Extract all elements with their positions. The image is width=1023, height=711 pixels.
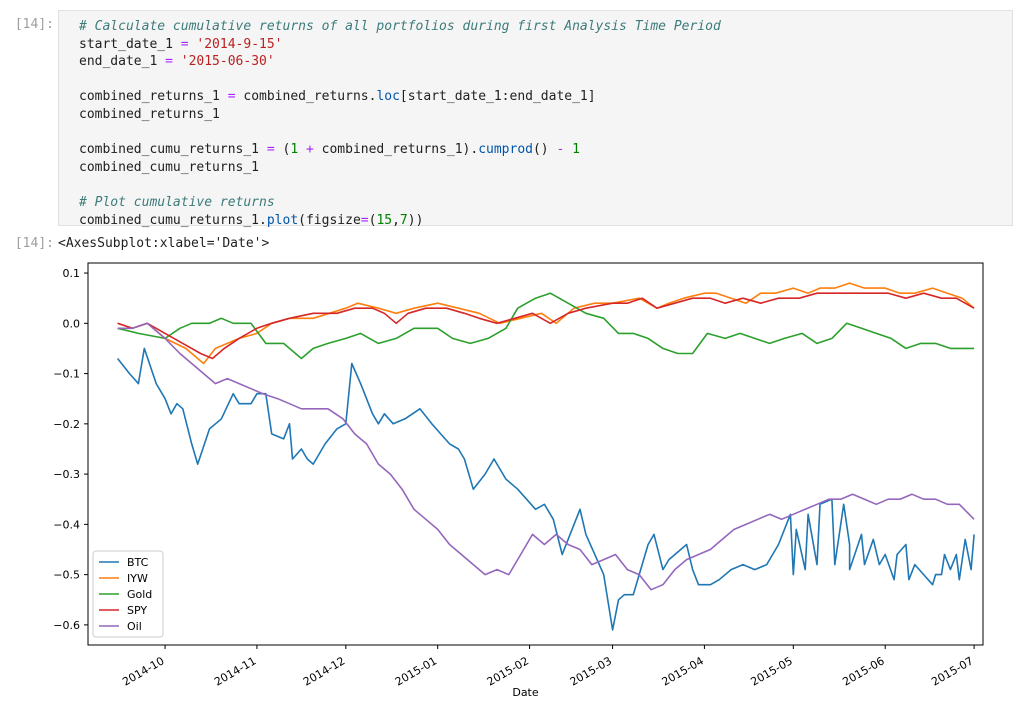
y-tick-label: −0.2: [53, 418, 80, 431]
input-prompt: [14]:: [14, 17, 54, 32]
code-token: start_date_1: [79, 36, 181, 52]
code-line: combined_returns_1: [79, 106, 1012, 124]
code-token: =: [266, 142, 275, 158]
series-line-iyw: [117, 282, 975, 365]
x-tick-label: 2015-07: [929, 654, 975, 688]
code-cell[interactable]: # Calculate cumulative returns of all po…: [58, 10, 1013, 228]
y-tick-label: 0.0: [63, 317, 81, 330]
legend-label: Oil: [127, 620, 142, 633]
code-token: =: [360, 212, 369, 228]
plot-frame: [87, 262, 984, 646]
series-line-gold: [117, 292, 975, 360]
code-token: (: [274, 142, 291, 158]
code-token: '2015-06-30': [180, 54, 275, 70]
x-tick-label: 2015-01: [393, 654, 439, 688]
y-tick-label: −0.5: [53, 569, 80, 582]
x-tick-label: 2015-04: [660, 654, 706, 688]
code-token: # Plot cumulative returns: [79, 194, 275, 210]
code-line: # Calculate cumulative returns of all po…: [79, 18, 1012, 36]
x-tick-label: 2015-03: [568, 654, 614, 688]
legend-label: SPY: [127, 604, 147, 617]
code-line: combined_cumu_returns_1: [79, 159, 1012, 177]
y-tick-label: −0.1: [53, 368, 80, 381]
code-line: start_date_1 = '2014-9-15': [79, 36, 1012, 54]
code-token: [start_date_1:end_date_1]: [399, 89, 596, 105]
x-tick-label: 2014-12: [301, 654, 347, 688]
legend-label: IYW: [127, 572, 148, 585]
code-line: combined_cumu_returns_1 = (1 + combined_…: [79, 141, 1012, 159]
code-token: ,: [392, 212, 400, 228]
code-token: combined_returns.: [235, 89, 377, 105]
code-token: combined_returns_1: [79, 89, 228, 105]
code-token: (: [368, 212, 377, 228]
code-token: end_date_1: [79, 54, 166, 70]
x-tick-label: 2014-11: [212, 654, 258, 688]
x-tick-label: 2015-06: [840, 654, 886, 688]
x-tick-label: 2015-05: [749, 654, 795, 688]
code-token: '2014-9-15': [196, 36, 283, 52]
code-token: +: [305, 142, 314, 158]
code-token: combined_cumu_returns_1: [79, 142, 267, 158]
y-tick-label: −0.4: [53, 518, 80, 531]
y-tick-label: −0.6: [53, 619, 80, 632]
x-tick-label: 2015-02: [485, 654, 531, 688]
legend-label: Gold: [127, 588, 152, 601]
output-repr: <AxesSubplot:xlabel='Date'>: [58, 236, 270, 251]
code-line: combined_cumu_returns_1.plot(figsize=(15…: [79, 212, 1012, 230]
code-token: (figsize: [298, 212, 361, 228]
code-token: =: [180, 36, 189, 52]
code-token: 7: [399, 212, 408, 228]
y-tick-label: 0.1: [63, 267, 81, 280]
code-line: end_date_1 = '2015-06-30': [79, 53, 1012, 71]
code-token: )): [407, 212, 424, 228]
code-token: # Calculate cumulative returns of all po…: [79, 19, 721, 34]
code-token: combined_returns_1).: [313, 142, 479, 158]
code-token: =: [227, 89, 236, 105]
code-line: # Plot cumulative returns: [79, 194, 1012, 212]
code-token: combined_returns_1: [79, 106, 220, 122]
code-token: loc: [376, 89, 400, 105]
x-axis-label: Date: [512, 686, 539, 699]
series-line-btc: [116, 347, 975, 631]
x-tick-label: 2014-10: [120, 654, 166, 688]
series-line-oil: [117, 322, 975, 591]
code-token: cumprod: [478, 142, 533, 158]
code-token: 1: [290, 142, 299, 158]
legend-box: [92, 550, 164, 638]
code-token: 1: [572, 142, 580, 158]
code-line: combined_returns_1 = combined_returns.lo…: [79, 88, 1012, 106]
series-line-spy: [117, 292, 975, 360]
code-token: plot: [266, 212, 299, 228]
legend-label: BTC: [127, 556, 149, 569]
code-token: (): [532, 142, 557, 158]
y-tick-label: −0.3: [53, 468, 80, 481]
code-token: -: [556, 142, 565, 158]
code-token: 15: [376, 212, 393, 228]
code-token: combined_cumu_returns_1: [79, 159, 260, 175]
code-token: combined_cumu_returns_1.: [79, 212, 267, 228]
output-prompt: [14]:: [14, 236, 54, 251]
code-token: =: [165, 54, 173, 70]
